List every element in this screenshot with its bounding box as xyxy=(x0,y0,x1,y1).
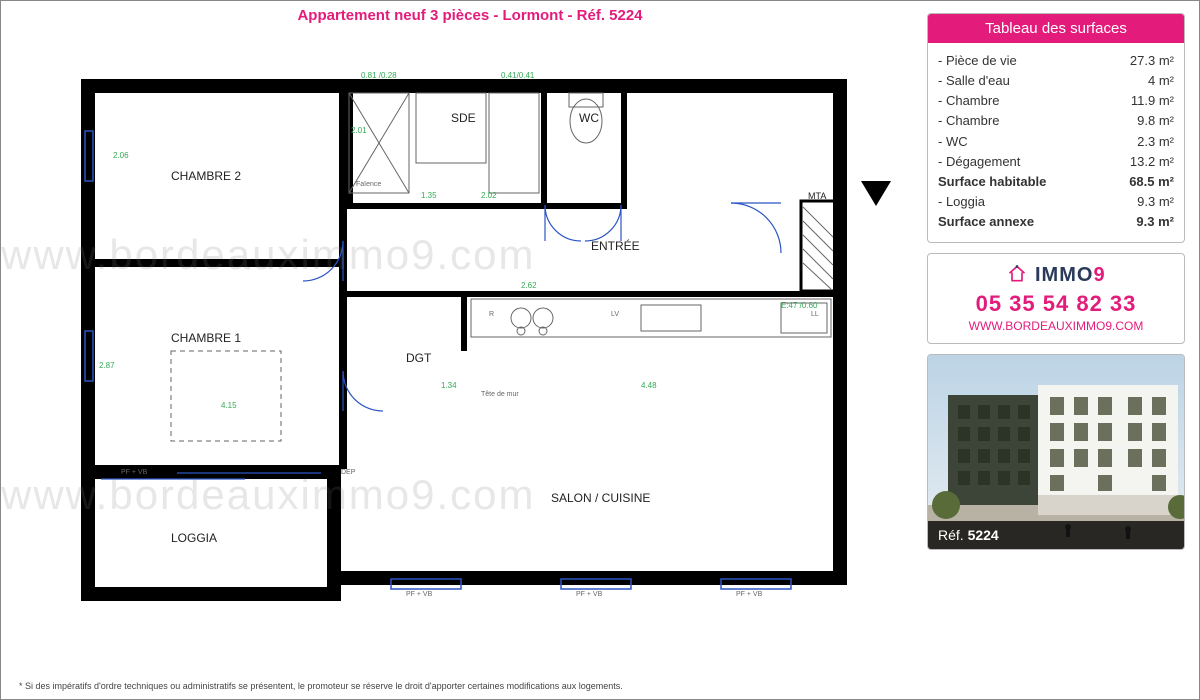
label-wc: WC xyxy=(579,111,599,125)
surfaces-body: Pièce de vie27.3 m²Salle d'eau4 m²Chambr… xyxy=(928,43,1184,242)
surface-label: Surface habitable xyxy=(938,172,1046,192)
note-lv: LV xyxy=(611,311,619,318)
ref-number: 5224 xyxy=(968,527,999,543)
surface-row: Loggia 9.3 m² xyxy=(938,192,1174,212)
surface-value: 9.3 m² xyxy=(1137,192,1174,212)
surface-total-row: Surface annexe 9.3 m² xyxy=(938,212,1174,232)
surface-label: WC xyxy=(938,132,968,152)
title-bar: Appartement neuf 3 pièces - Lormont - Ré… xyxy=(21,7,919,25)
surface-row: Chambre 11.9 m² xyxy=(938,91,1174,111)
surface-label: Salle d'eau xyxy=(938,71,1010,91)
surface-label: Surface annexe xyxy=(938,212,1034,232)
note-pfvb4: PF + VB xyxy=(736,591,762,598)
note-pfvb2: PF + VB xyxy=(406,591,432,598)
label-chambre1: CHAMBRE 1 xyxy=(171,331,241,345)
surface-row: Salle d'eau 4 m² xyxy=(938,71,1174,91)
page: Appartement neuf 3 pièces - Lormont - Ré… xyxy=(0,0,1200,700)
phone-number[interactable]: 05 35 54 82 33 xyxy=(934,291,1178,317)
surface-value: 4 m² xyxy=(1148,71,1174,91)
surface-value: 27.3 m² xyxy=(1130,51,1174,71)
label-loggia: LOGGIA xyxy=(171,531,217,545)
note-tete: Tête de mur xyxy=(481,391,519,398)
logo: IMMO9 xyxy=(934,264,1178,287)
dim: 1.34 xyxy=(441,381,457,390)
dim: 0.81 /0.28 xyxy=(361,71,397,80)
house-icon xyxy=(1006,264,1028,284)
surfaces-header: Tableau des surfaces xyxy=(928,14,1184,43)
surface-value: 11.9 m² xyxy=(1131,91,1174,111)
surface-label: Loggia xyxy=(938,192,985,212)
surface-label: Dégagement xyxy=(938,152,1020,172)
surface-value: 9.3 m² xyxy=(1136,212,1174,232)
website-link[interactable]: WWW.BORDEAUXIMMO9.COM xyxy=(934,319,1178,333)
surface-row: Dégagement 13.2 m² xyxy=(938,152,1174,172)
surface-label: Pièce de vie xyxy=(938,51,1017,71)
label-sde: SDE xyxy=(451,111,476,125)
surface-total-row: Surface habitable 68.5 m² xyxy=(938,172,1174,192)
contact-box: IMMO9 05 35 54 82 33 WWW.BORDEAUXIMMO9.C… xyxy=(927,253,1185,344)
ref-bar: Réf. 5224 xyxy=(928,521,1184,549)
side-panel: Tableau des surfaces Pièce de vie 27.3 m²… xyxy=(927,13,1185,550)
surface-row: Pièce de vie 27.3 m² xyxy=(938,51,1174,71)
surface-value: 9.8 m² xyxy=(1137,111,1174,131)
label-salon: SALON / CUISINE xyxy=(551,491,650,505)
surface-row: WC 2.3 m² xyxy=(938,132,1174,152)
label-chambre2: CHAMBRE 2 xyxy=(171,169,241,183)
footnote: * Si des impératifs d'ordre techniques o… xyxy=(19,681,623,691)
label-mta: MTA xyxy=(808,191,826,201)
note-r: R xyxy=(489,311,494,318)
dim: 2.06 xyxy=(113,151,129,160)
dim: 2.01 xyxy=(351,126,367,135)
label-entree: ENTRÉE xyxy=(591,239,640,253)
dim: 2.02 xyxy=(481,191,497,200)
dim: 0.41/0.41 xyxy=(501,71,534,80)
note-ll: LL xyxy=(811,311,819,318)
dim: E:47 /0.60 xyxy=(781,301,817,310)
page-title: Appartement neuf 3 pièces - Lormont - Ré… xyxy=(297,7,642,24)
building-photo: Réf. 5224 xyxy=(927,354,1185,550)
surface-value: 13.2 m² xyxy=(1130,152,1174,172)
surface-value: 2.3 m² xyxy=(1137,132,1174,152)
surface-label: Chambre xyxy=(938,111,999,131)
note-pfvb3: PF + VB xyxy=(576,591,602,598)
surfaces-box: Tableau des surfaces Pièce de vie 27.3 m²… xyxy=(927,13,1185,243)
surface-row: Chambre 9.8 m² xyxy=(938,111,1174,131)
note-faience: Faïence xyxy=(356,181,381,188)
note-dep: DEP xyxy=(341,469,355,476)
label-dgt: DGT xyxy=(406,351,431,365)
logo-text: IMMO xyxy=(1035,264,1093,286)
dim: 2.62 xyxy=(521,281,537,290)
note-pfvb: PF + VB xyxy=(121,469,147,476)
dim: 1.35 xyxy=(421,191,437,200)
surface-label: Chambre xyxy=(938,91,999,111)
dim: 2.87 xyxy=(99,361,115,370)
dim: 4.48 xyxy=(641,381,657,390)
dim: 4.15 xyxy=(221,401,237,410)
ref-prefix: Réf. xyxy=(938,527,964,543)
floorplan: CHAMBRE 2 CHAMBRE 1 SDE WC ENTRÉE DGT SA… xyxy=(21,31,921,631)
logo-accent: 9 xyxy=(1093,264,1105,286)
surface-value: 68.5 m² xyxy=(1129,172,1174,192)
